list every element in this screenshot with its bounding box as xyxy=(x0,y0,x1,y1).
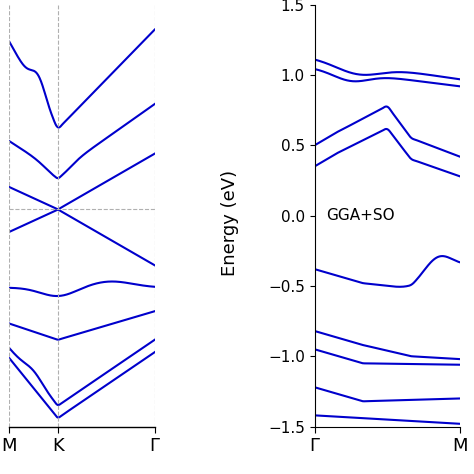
Text: GGA+SO: GGA+SO xyxy=(326,208,395,223)
Text: Energy (eV): Energy (eV) xyxy=(221,170,239,276)
